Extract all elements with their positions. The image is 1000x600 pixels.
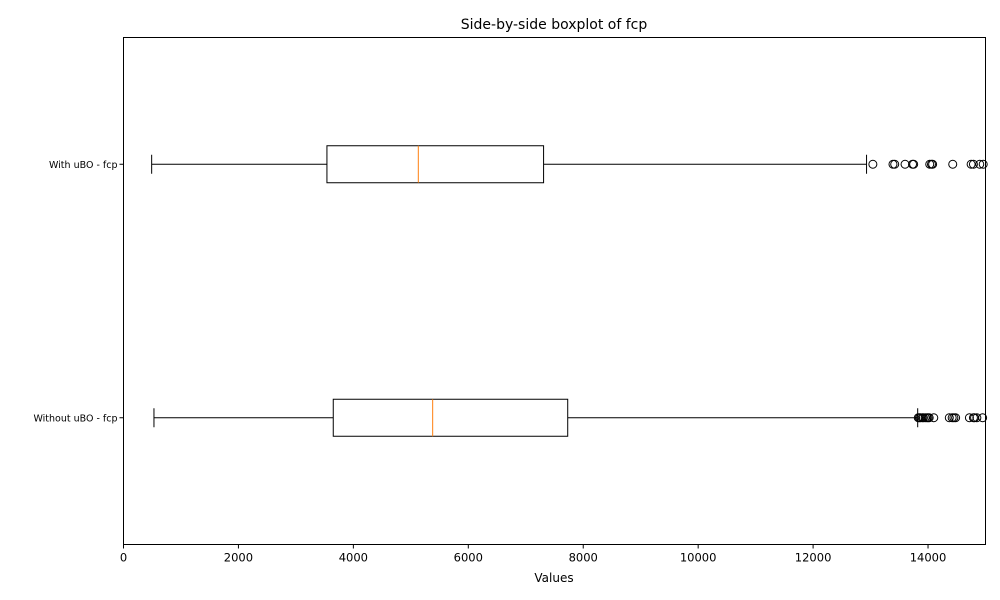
outlier-point xyxy=(964,413,974,423)
x-tick-label: 10000 xyxy=(680,551,717,565)
box-group xyxy=(151,145,988,184)
outlier-point xyxy=(924,413,934,423)
outlier-point xyxy=(890,159,900,169)
chart-title: Side-by-side boxplot of fcp xyxy=(461,17,648,33)
y-tick-label: Without uBO - fcp xyxy=(33,413,117,424)
x-tick-label: 2000 xyxy=(224,551,253,565)
x-tick-label: 14000 xyxy=(910,551,947,565)
x-tick-label: 8000 xyxy=(569,551,598,565)
outlier-point xyxy=(975,159,985,169)
outlier-point xyxy=(949,413,959,423)
x-tick-label: 6000 xyxy=(454,551,483,565)
x-tick-label: 12000 xyxy=(795,551,832,565)
outlier-point xyxy=(868,159,878,169)
axes-frame xyxy=(123,37,986,545)
outlier-point xyxy=(951,413,961,423)
outlier-point xyxy=(928,159,938,169)
outlier-point xyxy=(978,413,988,423)
x-tick-label: 4000 xyxy=(339,551,368,565)
outlier-point xyxy=(909,159,919,169)
outlier-point xyxy=(978,159,988,169)
x-tick-label: 0 xyxy=(120,551,127,565)
box xyxy=(326,145,545,184)
outlier-point xyxy=(966,159,976,169)
outlier-point xyxy=(968,159,978,169)
y-axis-categories: Without uBO - fcp With uBO - fcp xyxy=(33,160,124,424)
x-axis-label: Values xyxy=(534,571,573,585)
outlier-point xyxy=(929,413,939,423)
outlier-point xyxy=(948,159,958,169)
plot-area xyxy=(151,145,988,437)
outlier-point xyxy=(972,413,982,423)
outlier-point xyxy=(944,413,954,423)
x-axis-ticks: 0 2000 4000 6000 8000 10000 12000 14000 xyxy=(120,544,947,565)
box xyxy=(332,398,569,437)
outlier-point xyxy=(900,159,910,169)
y-tick-label: With uBO - fcp xyxy=(49,160,118,171)
box-group xyxy=(153,398,988,437)
outlier-point xyxy=(888,159,898,169)
